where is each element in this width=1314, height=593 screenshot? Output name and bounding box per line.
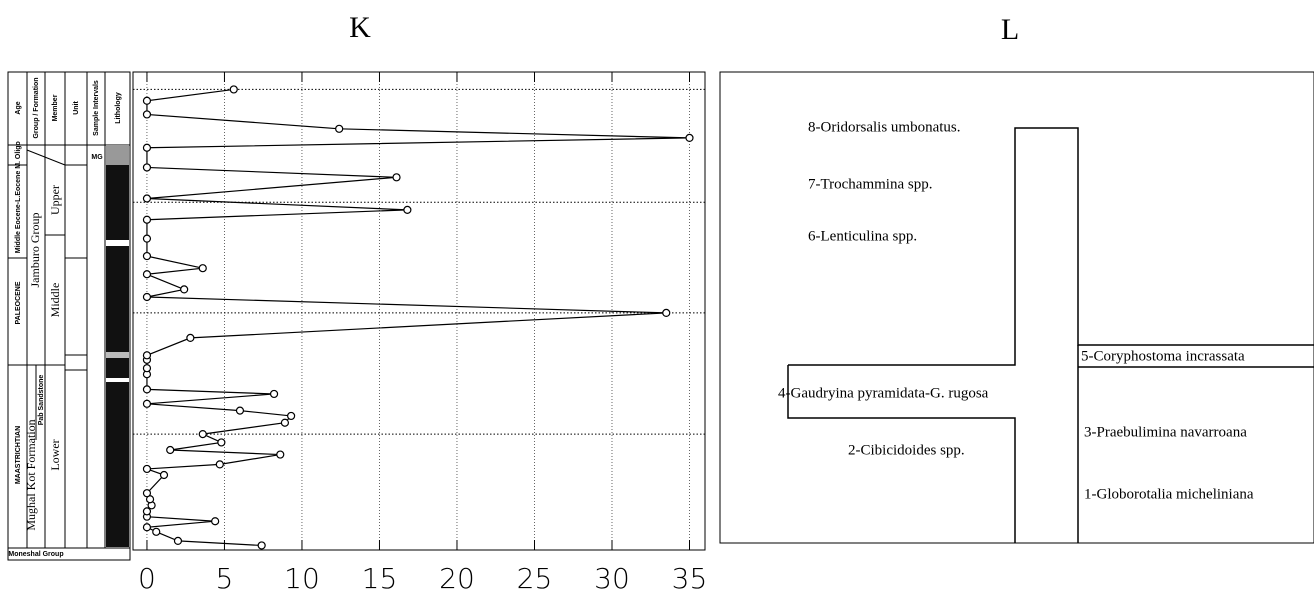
data-point: [142, 234, 152, 243]
data-point: [142, 143, 152, 152]
data-point: [159, 470, 169, 480]
data-point: [142, 270, 152, 279]
data-point: [186, 333, 195, 342]
range-label: 7-Trochammina spp.: [808, 176, 932, 192]
data-point: [335, 124, 344, 133]
age-label: M. Oligo: [15, 141, 22, 169]
range-diagram: [719, 71, 1314, 544]
x-tick-label: 35: [672, 562, 708, 593]
group-label: Mughal Kot Formation: [24, 419, 38, 530]
data-point: [142, 364, 152, 373]
data-point: [211, 517, 220, 526]
data-point: [287, 411, 296, 421]
data-point: [142, 399, 152, 408]
member-label: Lower: [48, 439, 62, 470]
range-label: 3-Praebulimina navarroana: [1084, 424, 1247, 440]
group-label: Moneshal Group: [8, 551, 63, 558]
col-header: Member: [52, 94, 59, 121]
data-point: [276, 450, 285, 459]
range-label: 6-Lenticulina spp.: [808, 228, 917, 244]
data-point: [257, 541, 266, 550]
data-point: [166, 445, 175, 455]
lithology-band: [106, 352, 129, 358]
plot-frame: [132, 71, 706, 551]
panel-title: L: [1001, 13, 1019, 46]
col-header: Age: [15, 101, 22, 114]
data-point: [142, 163, 152, 172]
data-point: [229, 85, 238, 94]
member-label: Upper: [48, 185, 62, 215]
data-point: [180, 285, 189, 294]
data-point: [217, 438, 226, 447]
range-label: 4-Gaudryina pyramidata-G. rugosa: [778, 385, 989, 401]
data-point: [142, 292, 152, 302]
lithology-band: [106, 145, 129, 165]
data-point: [235, 406, 245, 415]
x-tick-label: 25: [517, 562, 553, 593]
data-point: [142, 351, 152, 360]
data-point: [142, 194, 152, 203]
lithology-band: [106, 378, 129, 382]
data-point: [403, 205, 412, 214]
data-point: [142, 215, 152, 224]
data-point: [198, 429, 207, 439]
data-point: [215, 460, 224, 469]
plot: 0 5 10 15 20 25 30 35: [133, 72, 707, 593]
data-point: [142, 507, 152, 516]
age-label: PALEOCENE: [15, 281, 22, 324]
x-tick-label: 10: [284, 562, 320, 593]
data-point: [173, 536, 183, 546]
range-label: 1-Globorotalia micheliniana: [1084, 486, 1254, 502]
x-tick-label: 5: [216, 562, 234, 593]
col-header: Lithology: [115, 92, 122, 124]
data-point: [142, 489, 152, 498]
data-point: [198, 264, 207, 273]
col-header: Unit: [73, 101, 80, 115]
panel-title: K: [349, 11, 371, 44]
data-point: [280, 418, 290, 427]
col-header: Group / Formation: [33, 77, 40, 138]
mg-label: MG: [91, 154, 103, 161]
data-point: [152, 527, 161, 536]
x-tick-label: 15: [362, 562, 398, 593]
member-label: Middle: [48, 283, 62, 318]
lithology-band: [106, 240, 129, 246]
group-label: Jamburo Group: [28, 213, 42, 288]
data-point: [662, 308, 671, 317]
data-point: [392, 173, 401, 182]
data-point: [685, 133, 694, 143]
x-tick-label: 30: [594, 562, 630, 593]
data-point: [142, 96, 152, 105]
data-line: [144, 88, 690, 547]
col-header: Sample Intervals: [93, 80, 100, 136]
data-point: [142, 110, 152, 119]
data-point: [142, 464, 152, 474]
group-label: Pab Sandstone: [38, 375, 45, 426]
x-tick-label: 0: [138, 562, 156, 593]
data-point: [142, 385, 152, 394]
x-tick-label: 20: [439, 562, 475, 593]
age-label: MAASTRICHTIAN: [15, 426, 22, 484]
data-point: [142, 523, 152, 532]
data-point: [142, 251, 152, 261]
age-label: Middle Eocene-L.Eocene: [15, 171, 22, 254]
strat-column: [7, 71, 131, 561]
range-label: 2-Cibicidoides spp.: [848, 442, 965, 458]
data-point: [269, 389, 279, 399]
range-label: 8-Oridorsalis umbonatus.: [808, 119, 960, 135]
range-label: 5-Coryphostoma incrassata: [1081, 348, 1245, 364]
